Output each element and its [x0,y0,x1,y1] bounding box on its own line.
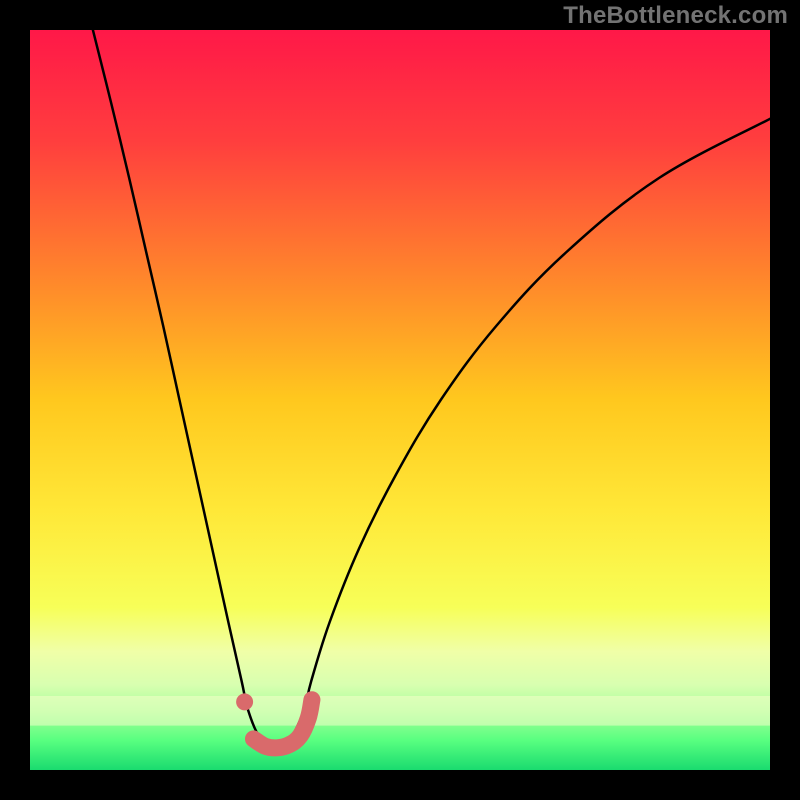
threshold-band [30,696,770,726]
watermark-text: TheBottleneck.com [563,2,788,30]
chart-stage: TheBottleneck.com [0,0,800,800]
bottleneck-chart-svg [0,0,800,800]
plot-background-gradient [30,30,770,770]
marker-dot [236,693,253,710]
